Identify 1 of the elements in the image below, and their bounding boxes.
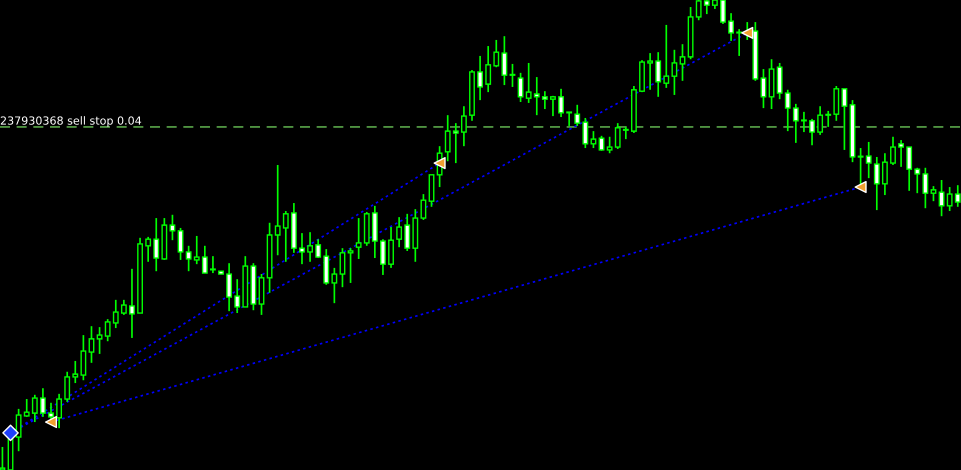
ref-line-label: 237930368 sell stop 0.04: [0, 116, 142, 127]
